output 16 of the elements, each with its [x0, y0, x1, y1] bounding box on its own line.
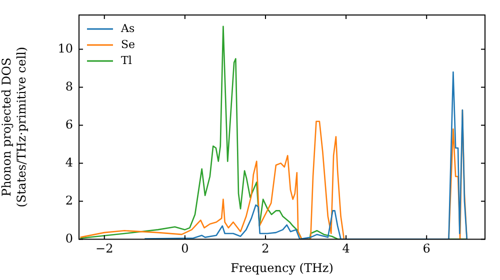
y-axis-title: Phonon projected DOS (States/THz·primitive cell): [0, 46, 29, 208]
x-tick-label: 4: [342, 242, 350, 256]
y-tick-label: 0: [65, 231, 73, 246]
legend-label: As: [120, 22, 135, 35]
x-tick-label: 0: [181, 242, 189, 256]
legend-label: Tl: [121, 54, 132, 67]
y-tick-label: 8: [65, 79, 73, 94]
x-axis-title: Frequency (THz): [230, 260, 334, 275]
y-tick-label: 10: [58, 41, 73, 56]
y-tick-label: 2: [65, 193, 73, 208]
y-tick-label: 6: [65, 117, 73, 132]
x-tick-label: −2: [96, 242, 114, 256]
x-tick-label: 2: [262, 242, 270, 256]
x-tick-label: 6: [422, 242, 430, 256]
y-tick-label: 4: [65, 155, 74, 170]
legend-label: Se: [121, 38, 136, 51]
